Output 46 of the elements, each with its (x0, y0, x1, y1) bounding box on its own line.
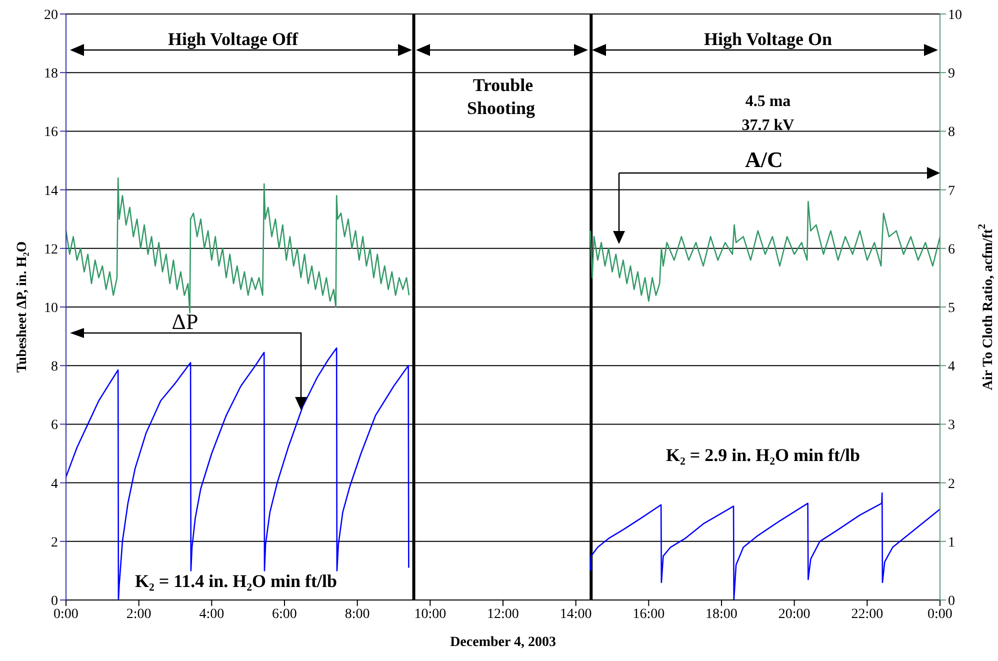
y-tick-label: 2 (51, 535, 58, 550)
y2-tick-label: 6 (948, 242, 955, 258)
y-tick-label: 12 (44, 242, 58, 258)
y-tick-label: 18 (44, 66, 58, 82)
x-tick-label: 16:00 (632, 606, 665, 622)
y2-tick-label: 2 (948, 476, 955, 492)
x-tick-label: 2:00 (126, 606, 152, 622)
annotation: 4.5 ma (744, 93, 792, 110)
y-axis-title: Tubesheet ΔP, in. H₂O (14, 241, 30, 373)
x-axis-title: December 4, 2003 (450, 634, 556, 650)
y2-tick-label: 4 (948, 360, 955, 375)
x-tick-label: 10:00 (414, 606, 446, 622)
annotation: High Voltage On (702, 29, 834, 49)
annotation: A/C (744, 147, 784, 172)
x-tick-label: 18:00 (706, 606, 738, 622)
y-tick-label: 4 (51, 476, 58, 492)
y-tick-label: 16 (44, 125, 58, 140)
y2-tick-label: 9 (948, 66, 955, 82)
y2-tick-label: 3 (948, 418, 955, 434)
x-tick-label: 12:00 (487, 606, 519, 622)
annotation: ΔP (170, 309, 200, 334)
y2-tick-label: 0 (948, 594, 955, 609)
y-tick-label: 8 (51, 360, 58, 375)
x-tick-label: 22:00 (851, 606, 884, 622)
y-tick-label: 0 (51, 594, 58, 609)
x-tick-label: 0:00 (54, 606, 78, 622)
x-tick-label: 0:00 (928, 606, 952, 622)
x-tick-label: 20:00 (778, 606, 810, 622)
y2-tick-label: 7 (948, 184, 955, 199)
annotation: Trouble Shooting (466, 75, 536, 118)
x-tick-label: 14:00 (560, 606, 592, 622)
y2-tick-label: 8 (948, 125, 955, 140)
y-tick-label: 14 (44, 184, 58, 199)
annotation: 37.7 kV (740, 117, 796, 134)
y2-tick-label: 5 (948, 300, 955, 316)
y-tick-label: 6 (51, 418, 58, 434)
y-tick-label: 20 (44, 8, 58, 23)
y2-tick-label: 10 (948, 8, 962, 23)
y2-tick-label: 1 (948, 535, 955, 550)
x-tick-label: 4:00 (199, 606, 224, 622)
x-tick-label: 8:00 (344, 606, 370, 622)
annotation: K₂ = 2.9 in. H₂O min ft/lb (664, 445, 862, 465)
annotation: High Voltage Off (166, 29, 300, 49)
y-tick-label: 10 (44, 300, 58, 316)
annotation: K₂ = 11.4 in. H₂O min ft/lb (134, 571, 338, 591)
x-tick-label: 6:00 (272, 606, 297, 622)
